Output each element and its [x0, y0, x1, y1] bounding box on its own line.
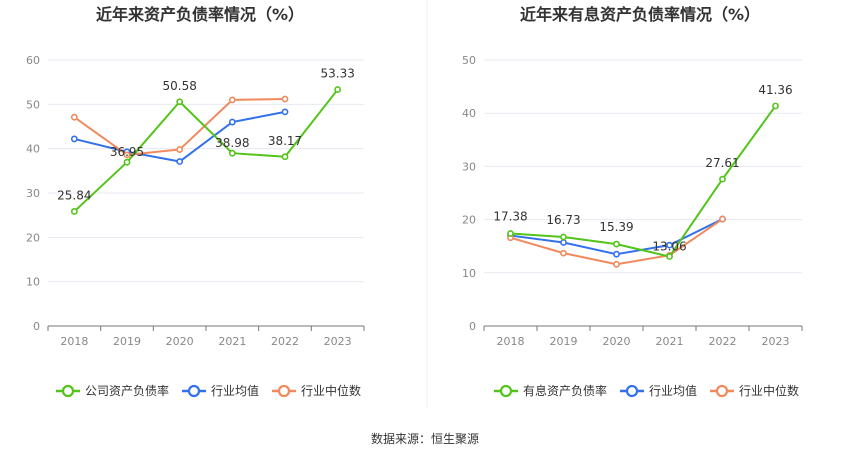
legend-item-1: 公司资产负债率 — [56, 383, 169, 398]
series-3 — [70, 95, 289, 159]
legend-label: 行业中位数 — [301, 383, 361, 398]
y-tick-label: 0 — [33, 320, 40, 333]
data-label: 38.17 — [268, 134, 302, 148]
y-tick-label: 10 — [462, 267, 476, 280]
legend-label: 有息资产负债率 — [523, 383, 607, 398]
legend-label: 行业均值 — [211, 383, 259, 398]
data-point — [666, 253, 673, 260]
data-label: 27.61 — [705, 156, 739, 170]
x-tick-label: 2018 — [497, 335, 525, 348]
y-tick-label: 40 — [462, 107, 476, 120]
data-point — [176, 146, 184, 153]
y-tick-label: 50 — [462, 54, 476, 67]
y-tick-label: 30 — [462, 160, 476, 173]
series-line — [510, 105, 777, 258]
x-tick-label: 2019 — [113, 335, 141, 348]
data-point — [560, 233, 567, 241]
chart-panel-1: 近年来资产负债率情况（%） 0 10 20 30 40 50 60 2018 2019 2020 20… — [26, 5, 365, 398]
x-tick-label: 2023 — [324, 335, 352, 348]
data-point — [560, 239, 567, 246]
y-tick-label: 0 — [469, 320, 476, 333]
data-point — [613, 240, 620, 248]
data-point — [123, 158, 131, 166]
y-tick-label: 20 — [26, 231, 40, 244]
x-tick-label: 2022 — [709, 335, 737, 348]
data-label: 13.06 — [652, 240, 686, 254]
data-label: 17.38 — [493, 210, 527, 224]
data-point — [70, 135, 78, 143]
data-point — [123, 151, 131, 159]
series-1 — [70, 86, 342, 215]
y-tick-label: 60 — [26, 54, 40, 67]
data-point — [176, 98, 184, 106]
legend-swatch-marker — [499, 384, 513, 398]
y-tick-label: 50 — [26, 98, 40, 111]
series-1 — [507, 102, 779, 260]
data-label: 53.33 — [320, 67, 354, 81]
legend-label: 行业中位数 — [739, 383, 799, 398]
data-label: 15.39 — [599, 220, 633, 234]
data-point — [507, 230, 514, 237]
chart-title: 近年来有息资产负债率情况（%） — [520, 5, 760, 24]
legend-item-3: 行业中位数 — [272, 383, 361, 398]
data-point — [281, 108, 289, 116]
data-label: 38.98 — [215, 136, 249, 150]
data-point — [613, 260, 620, 268]
y-tick-label: 20 — [462, 214, 476, 227]
x-tick-label: 2021 — [656, 335, 684, 348]
x-tick-label: 2023 — [762, 335, 790, 348]
chart-panel-2: 近年来有息资产负债率情况（%） 0 10 20 30 40 50 2018 2019 2020 20… — [462, 5, 803, 398]
chart-title: 近年来资产负债率情况（%） — [96, 5, 304, 24]
series-2 — [70, 108, 289, 165]
data-point — [70, 113, 78, 121]
x-tick-label: 2018 — [60, 335, 88, 348]
x-tick-label: 2022 — [271, 335, 299, 348]
data-point — [228, 96, 236, 104]
legend-swatch-marker — [61, 384, 75, 398]
data-point — [560, 249, 567, 257]
data-point — [228, 149, 236, 157]
data-point — [281, 95, 289, 103]
x-tick-label: 2019 — [550, 335, 578, 348]
legend-label: 行业均值 — [649, 383, 697, 398]
legend-item-3: 行业中位数 — [710, 383, 799, 398]
y-tick-label: 40 — [26, 143, 40, 156]
data-label: 16.73 — [546, 213, 580, 227]
data-point — [281, 153, 289, 161]
data-point — [719, 175, 726, 183]
legend-item-2: 行业均值 — [620, 383, 697, 398]
data-point — [772, 102, 779, 110]
data-source-note: 数据来源：恒生聚源 — [370, 432, 479, 446]
x-tick-label: 2021 — [218, 335, 246, 348]
y-tick-label: 10 — [26, 276, 40, 289]
data-label: 25.84 — [57, 188, 91, 202]
x-tick-label: 2020 — [603, 335, 631, 348]
data-point — [719, 215, 726, 223]
data-point — [666, 241, 673, 249]
legend-item-2: 行业均值 — [182, 383, 259, 398]
data-point — [228, 118, 236, 126]
data-point — [334, 86, 342, 93]
legend-swatch-marker — [277, 384, 291, 398]
y-tick-label: 30 — [26, 187, 40, 200]
data-label: 36.95 — [110, 145, 144, 159]
data-label: 50.58 — [162, 79, 196, 93]
legend-item-1: 有息资产负债率 — [494, 383, 607, 398]
legend-label: 公司资产负债率 — [85, 383, 169, 398]
data-label: 41.36 — [758, 83, 792, 97]
data-point — [613, 250, 620, 258]
data-point — [70, 208, 78, 215]
legend-swatch-marker — [625, 384, 639, 398]
x-tick-label: 2020 — [166, 335, 194, 348]
legend-swatch-marker — [715, 384, 729, 398]
legend-swatch-marker — [187, 384, 201, 398]
data-point — [176, 158, 184, 165]
series-line — [73, 88, 339, 213]
